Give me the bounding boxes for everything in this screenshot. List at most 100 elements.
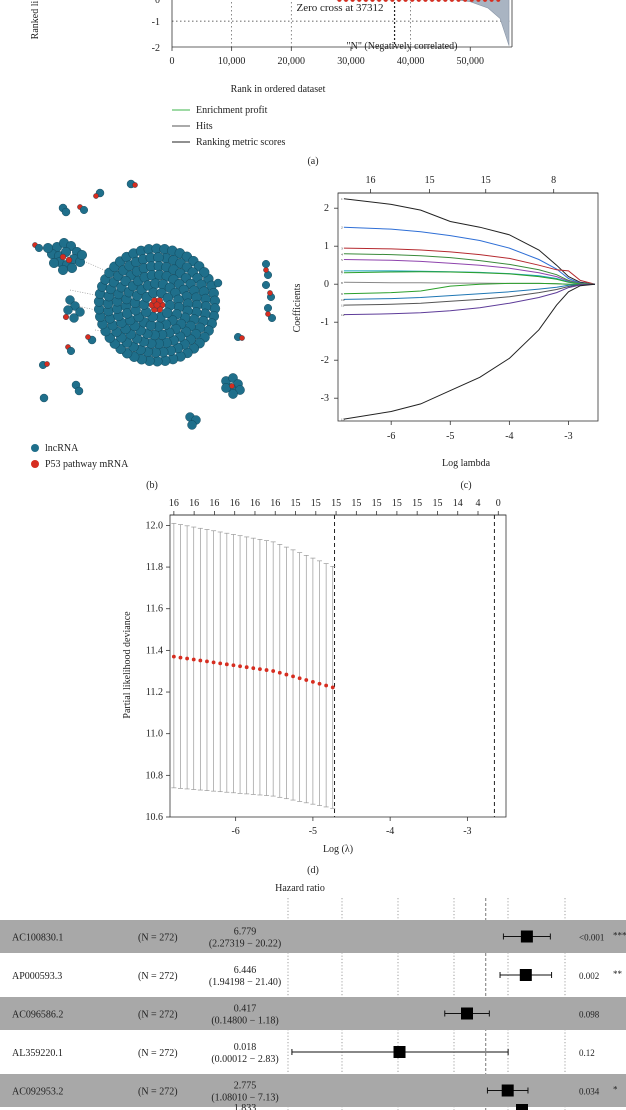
panel-d-top-tick-label: 15 bbox=[291, 498, 301, 509]
coefficient-path-index-0: 1 bbox=[341, 197, 343, 201]
forest-significance-stars: ** bbox=[613, 969, 623, 979]
forest-hr-value: 0.417 bbox=[234, 1004, 257, 1015]
panel-d-point bbox=[357, 0, 362, 2]
forest-hr-value: 6.779 bbox=[234, 927, 257, 938]
panel-d-point bbox=[450, 0, 454, 2]
panel-d-point bbox=[238, 664, 242, 669]
panel-d-point bbox=[469, 0, 474, 2]
panel-d-point bbox=[271, 669, 276, 673]
coefficient-path-11 bbox=[343, 283, 596, 316]
panel-e-title: Hazard ratio bbox=[275, 883, 325, 894]
lncrna-node bbox=[262, 281, 271, 290]
panel-d-top-tick-label: 16 bbox=[169, 498, 179, 509]
panel-c-ytick-label: 0 bbox=[324, 279, 329, 290]
lncrna-node bbox=[74, 386, 84, 396]
panel-c-caption: (c) bbox=[460, 480, 471, 491]
panel-d-ytick-label: 10.8 bbox=[146, 770, 164, 781]
panel-d-ytick-label: 12.0 bbox=[146, 520, 164, 531]
coefficient-path-index-10: 11 bbox=[341, 304, 345, 308]
panel-a-ytick: -2 bbox=[152, 43, 160, 54]
coefficient-path-index-2: 3 bbox=[341, 247, 343, 251]
panel-d-ytick-label: 11.8 bbox=[146, 562, 163, 573]
panel-d-point bbox=[489, 0, 494, 2]
coefficient-path-index-9: 10 bbox=[341, 298, 345, 302]
lncrna-node bbox=[213, 278, 223, 288]
panel-d-point bbox=[304, 678, 309, 682]
lncrna-node bbox=[66, 347, 75, 356]
forest-hr-value: 0.018 bbox=[234, 1042, 257, 1053]
coefficient-path-3 bbox=[343, 253, 596, 285]
legend-label-ranking: Ranking metric scores bbox=[196, 137, 286, 148]
panel-c-ytick-label: 2 bbox=[324, 203, 329, 214]
forest-estimate-square bbox=[461, 1007, 474, 1020]
panel-d-ytick-label: 10.6 bbox=[146, 812, 164, 823]
panel-d-top-tick-label: 15 bbox=[372, 498, 382, 509]
panel-d-top-tick-label: 4 bbox=[476, 498, 481, 509]
panel-a-xtick-label: 30,000 bbox=[337, 56, 365, 67]
forest-gene-label: AL359220.1 bbox=[12, 1048, 63, 1059]
forest-p-value: 0.034 bbox=[579, 1087, 600, 1097]
panel-d-point bbox=[350, 0, 355, 2]
forest-ci-value: (1.08010 − 7.13) bbox=[211, 1093, 278, 1104]
coefficient-path-index-1: 2 bbox=[341, 226, 343, 230]
panel-d-xtick-label: -5 bbox=[309, 826, 317, 837]
panel-d-ytick-label: 11.2 bbox=[146, 687, 163, 698]
lncrna-node bbox=[61, 207, 71, 217]
panel-c-ytick-label: -1 bbox=[321, 317, 329, 328]
forest-hr-value: 2.775 bbox=[234, 1081, 257, 1092]
p53-mrna-node bbox=[85, 334, 91, 340]
panel-d-point bbox=[324, 683, 329, 688]
panel-d-point bbox=[251, 666, 256, 671]
panel-d-xlabel: Log (λ) bbox=[323, 844, 353, 855]
coefficient-path-0 bbox=[343, 198, 596, 285]
panel-d-point bbox=[416, 0, 421, 2]
panel-c: 16 15 15 8 210-1-2-3 -6 -5 -4 -3 1234567891011… bbox=[292, 175, 599, 491]
panel-d-caption: (d) bbox=[307, 865, 319, 876]
panel-d-point bbox=[344, 0, 348, 2]
forest-n-label: (N = 272) bbox=[138, 1010, 178, 1021]
panel-d-point bbox=[443, 0, 448, 2]
forest-estimate-square bbox=[520, 930, 533, 943]
coefficient-path-index-4: 5 bbox=[341, 258, 343, 262]
forest-ci-value: (2.27319 − 20.22) bbox=[209, 939, 281, 950]
panel-d-top-tick-label: 14 bbox=[453, 498, 463, 509]
panel-a-ylabel: Ranked li bbox=[30, 0, 41, 39]
panel-b-network bbox=[32, 179, 277, 430]
panel-a-zero-cross-label: Zero cross at 37312 bbox=[296, 2, 383, 14]
lncrna-node bbox=[43, 242, 54, 253]
lncrna-node bbox=[35, 243, 44, 252]
panel-c-top-tick-label: 15 bbox=[481, 175, 491, 186]
panel-c-xtick-label: -3 bbox=[564, 431, 572, 442]
panel-c-ylabel: Coefficients bbox=[292, 284, 303, 333]
panel-d-xtick-label: -3 bbox=[463, 826, 471, 837]
panel-a-legend: Enrichment profit Hits Ranking metric sc… bbox=[172, 105, 286, 148]
panel-d-top-tick-label: 16 bbox=[250, 498, 260, 509]
panel-a-metric-area bbox=[455, 0, 510, 46]
panel-d-x-axis: -6 -5 -4 -3 bbox=[231, 817, 472, 837]
panel-d-point bbox=[397, 0, 401, 2]
panel-d-point bbox=[383, 0, 388, 2]
panel-d-point bbox=[277, 670, 282, 675]
forest-estimate-square-partial bbox=[516, 1104, 528, 1110]
panel-d-top-tick-label: 15 bbox=[432, 498, 442, 509]
panel-d-point bbox=[423, 0, 428, 2]
panel-c-ytick-label: -3 bbox=[321, 393, 329, 404]
panel-a-x-axis: 0 10,000 20,000 30,000 40,000 50,000 bbox=[170, 47, 484, 67]
panel-b: lncRNA P53 pathway mRNA (b) bbox=[31, 179, 277, 491]
panel-d-point bbox=[483, 0, 487, 2]
panel-a-xtick-label: 20,000 bbox=[278, 56, 306, 67]
forest-ci-value: (0.14800 − 1.18) bbox=[211, 1016, 278, 1027]
forest-row-band bbox=[0, 1074, 626, 1107]
legend-dot-lncrna bbox=[31, 444, 39, 452]
panel-d-point bbox=[218, 661, 223, 666]
panel-a-ytick: 0 bbox=[155, 0, 160, 6]
panel-d-point bbox=[310, 679, 315, 684]
forest-hr-value-partial: 1.833 bbox=[234, 1103, 257, 1110]
forest-hr-value: 6.446 bbox=[234, 965, 257, 976]
coefficient-path-index-11: 12 bbox=[341, 313, 345, 317]
coefficient-path-4 bbox=[343, 259, 596, 285]
forest-n-label: (N = 272) bbox=[138, 1048, 178, 1059]
forest-estimate-square bbox=[393, 1046, 406, 1058]
coefficient-path-2 bbox=[343, 247, 596, 285]
forest-n-label: (N = 272) bbox=[138, 1087, 178, 1098]
